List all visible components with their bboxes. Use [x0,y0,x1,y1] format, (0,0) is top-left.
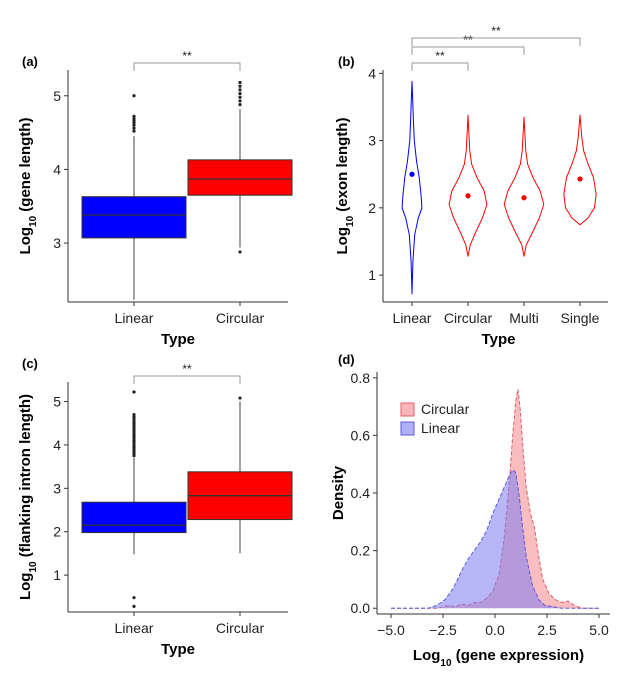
panel-d-y-tick-label: 0.8 [351,370,371,386]
panel-a-outlier-point [238,103,242,107]
panel-b-x-axis-title: Type [482,331,516,348]
panel-b-y-tick-label: 3 [368,133,376,149]
panel-a-panel-label: (a) [22,54,38,69]
panel-b-x-tick-label: Linear [393,310,432,326]
panel-d-x-tick-label: −2.5 [429,622,457,638]
panel-a-outlier-point [132,121,136,125]
panel-b-significance-bracket [411,62,469,71]
panel-d-density-line-linear [391,469,599,609]
panel-b-y-axis-title: Log10 (exon length) [334,118,356,255]
panel-c-box-linear [81,501,187,534]
panel-b-significance-label: ** [463,33,473,47]
panel-c-outlier-point [132,412,136,417]
panel-b-violin-multi [503,116,545,257]
panel-d-density-line-circular [391,389,599,609]
panel-a-y-tick-label: 3 [53,235,61,251]
panel-a-x-tick-label: Circular [216,310,265,326]
panel-d-density-area-linear [391,470,599,609]
panel-d-y-tick-label: 0.6 [351,427,371,443]
panel-a-outlier-point [132,117,136,121]
panel-c-x-tick-label: Linear [115,620,154,636]
panel-a-y-tick-label: 4 [53,161,61,177]
panel-d-y-tick-label: 0.4 [351,485,371,501]
panel-a-y-axis-title: Log10 (gene length) [17,118,39,255]
panel-d-x-tick-label: 5.0 [589,622,609,638]
panel-c-y-tick-label: 4 [53,437,61,453]
panel-c-y-axis-title: Log10 (flanking intron length) [17,394,39,600]
panel-a-outlier-point [238,91,242,96]
panel-a-outlier-point [132,119,136,123]
panel-c-y-tick-label: 3 [53,480,61,496]
panel-b-mean-point [465,193,471,199]
panel-a-outlier-point [238,99,242,103]
panel-b-mean-point [577,176,583,182]
panel-c-y-tick-label: 1 [53,567,61,583]
panel-a-outlier-point [132,126,136,130]
panel-a-outlier-point [132,123,136,127]
panel-c-outlier-point [132,596,136,600]
panel-d-panel-label: (d) [338,352,355,367]
panel-b-y-tick-label: 2 [368,200,376,216]
panel-b-y-tick-label: 1 [368,267,376,283]
panel-a-significance-bracket [133,62,241,71]
panel-b-mean-point [521,195,527,201]
panel-b-significance-label: ** [435,49,445,63]
panel-b-significance-bracket [411,46,525,55]
panel-a-y-tick-label: 5 [53,88,61,104]
panel-b-x-tick-label: Circular [444,310,493,326]
panel-d-y-tick-label: 0.2 [351,543,371,559]
panel-c-y-tick-label: 5 [53,394,61,410]
panel-c-x-axis-title: Type [161,641,195,658]
panel-b-significance-label: ** [491,24,501,38]
panel-d-legend-label: Circular [421,401,470,417]
panel-c-outlier-point [132,604,136,608]
panel-a-outlier-point [132,129,136,133]
panel-c-outlier-point [238,396,242,400]
panel-a-outlier-point [238,84,242,88]
panel-d-x-tick-label: −5.0 [377,622,405,638]
panel-a-x-axis-title: Type [161,331,195,348]
panel-b-mean-point [409,171,415,177]
panel-b-violin-circular [448,114,488,257]
panel-b-x-tick-label: Single [561,310,600,326]
panel-a-outlier-point [238,80,242,85]
panel-b-violin-single [563,114,597,226]
panel-a-outlier-point [132,94,136,98]
panel-a-box-linear [81,196,187,239]
panel-c-significance-label: ** [182,362,192,376]
panel-a-outlier-point [238,88,242,92]
panel-b-violin-linear [401,80,423,295]
panel-b-significance-bracket [411,37,581,46]
panel-d-legend-label: Linear [421,420,460,436]
panel-d-legend-swatch [400,421,415,436]
panel-b-panel-label: (b) [338,54,355,69]
panel-d-y-tick-label: 0.0 [351,600,371,616]
panel-c-significance-bracket [133,375,241,384]
panel-b-y-tick-label: 4 [368,65,376,81]
panel-a-x-tick-label: Linear [115,310,154,326]
panel-d-x-tick-label: 0.0 [485,622,505,638]
panel-c-y-tick-label: 2 [53,524,61,540]
panel-a-outlier-point [238,95,242,99]
panel-c-x-tick-label: Circular [216,620,265,636]
panel-a-outlier-point [132,114,136,118]
panel-d-y-axis-title: Density [330,465,347,520]
panel-b-x-tick-label: Multi [509,310,539,326]
panel-d-legend-swatch [400,402,415,417]
panel-d-x-tick-label: 2.5 [537,622,557,638]
panel-d-x-axis-title: Log10 (gene expression) [413,647,584,669]
panel-a-significance-label: ** [182,49,192,63]
panel-c-panel-label: (c) [22,356,38,371]
panel-a-outlier-point [238,250,242,254]
panel-a-box-circular [187,159,293,196]
panel-c-outlier-point [132,390,136,394]
